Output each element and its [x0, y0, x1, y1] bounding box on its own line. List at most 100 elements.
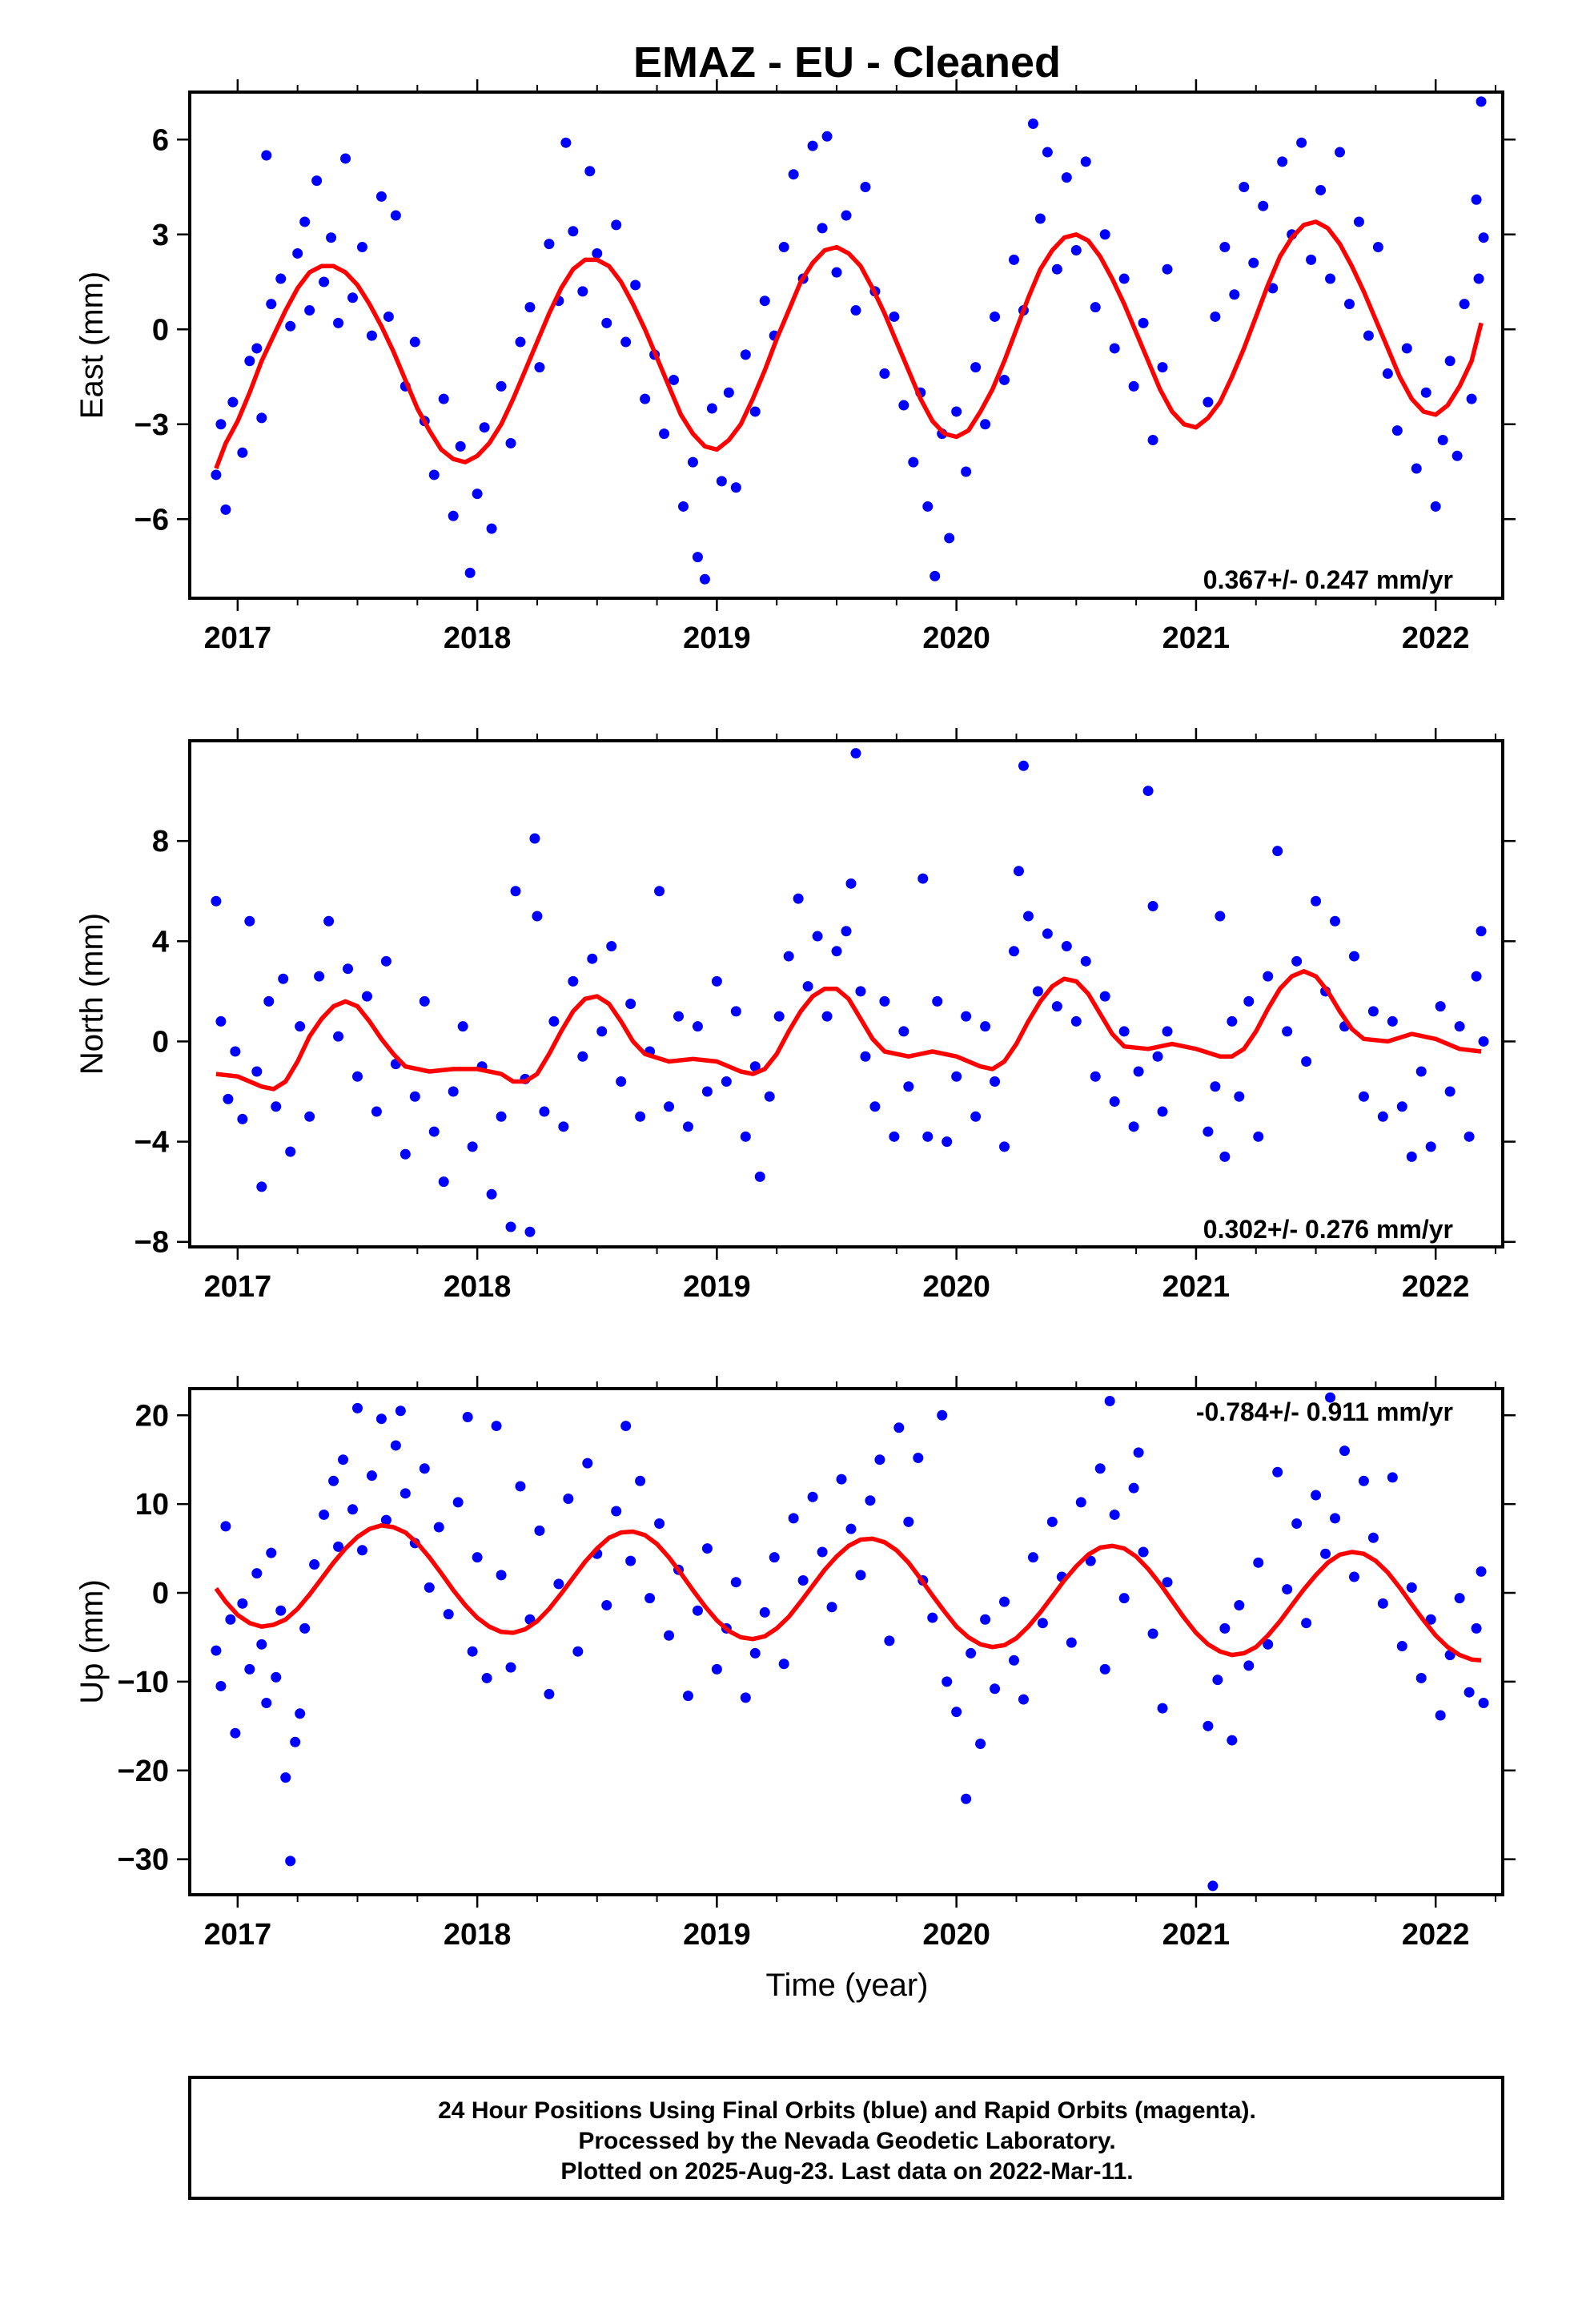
y-tick-label: −20	[118, 1755, 169, 1788]
data-point	[1363, 330, 1374, 341]
y-tick-label: −4	[135, 1126, 169, 1160]
data-point	[865, 1495, 876, 1506]
data-point	[515, 1481, 526, 1492]
x-tick-label: 2017	[204, 1918, 272, 1952]
y-tick-label: −30	[118, 1844, 169, 1877]
data-point	[347, 1504, 359, 1515]
data-point	[544, 239, 555, 250]
data-point	[1466, 393, 1477, 404]
data-point	[1099, 1663, 1110, 1675]
data-point	[1162, 263, 1173, 275]
data-point	[999, 1141, 1010, 1152]
data-point	[237, 1113, 248, 1124]
data-point	[1325, 273, 1336, 284]
data-point	[1263, 1638, 1274, 1650]
data-point	[409, 336, 420, 348]
data-point	[1090, 302, 1101, 313]
data-point	[1301, 1618, 1312, 1629]
data-point	[278, 973, 289, 984]
data-point	[687, 456, 698, 468]
data-point	[927, 1612, 938, 1623]
data-point	[961, 1793, 972, 1804]
data-point	[1406, 1151, 1417, 1162]
data-point	[225, 1614, 236, 1625]
data-point	[606, 941, 617, 952]
y-tick-label: −3	[135, 408, 169, 442]
data-point	[340, 153, 351, 164]
data-point	[1022, 911, 1034, 922]
fit-curve	[214, 1523, 1482, 1663]
data-point	[601, 1600, 612, 1611]
north-panel: 2017 2018 2019 2020 2021 2022 −8 −4 0 4 8 North (mm…	[74, 728, 1516, 1304]
data-point	[980, 1021, 991, 1032]
data-point	[285, 1146, 296, 1157]
data-point	[1219, 242, 1231, 253]
data-point	[1415, 1672, 1427, 1683]
x-tick-label: 2020	[922, 621, 990, 655]
data-point	[630, 279, 641, 291]
data-point	[424, 1582, 435, 1593]
data-point	[256, 1638, 267, 1650]
data-point	[1415, 1066, 1427, 1077]
data-point	[1037, 1618, 1048, 1629]
data-point	[841, 210, 852, 221]
data-point	[1358, 1091, 1369, 1102]
data-point	[1382, 368, 1393, 380]
data-point	[759, 1606, 770, 1618]
data-point	[664, 1630, 675, 1641]
data-point	[692, 1021, 703, 1032]
data-point	[211, 469, 222, 480]
data-point	[1476, 1566, 1487, 1577]
data-point	[1473, 273, 1484, 284]
rate-annotation: 0.302+/- 0.276 mm/yr	[1203, 1215, 1453, 1244]
data-point	[1032, 986, 1043, 997]
data-point	[841, 926, 852, 937]
data-point	[1444, 356, 1456, 367]
data-point	[611, 1506, 622, 1517]
data-point	[716, 476, 727, 487]
data-point	[850, 305, 861, 316]
data-point	[1452, 450, 1463, 461]
data-point	[366, 1470, 377, 1482]
data-point	[1162, 1577, 1173, 1588]
data-point	[1253, 1557, 1264, 1568]
data-point	[375, 191, 387, 202]
data-point	[821, 1011, 833, 1022]
data-point	[1430, 501, 1441, 512]
data-point	[913, 1452, 924, 1463]
fit-curve	[215, 969, 1482, 1092]
data-point	[999, 374, 1010, 385]
data-point	[1210, 311, 1221, 322]
data-point	[323, 915, 335, 927]
data-point	[211, 1645, 222, 1656]
data-point	[1435, 1001, 1446, 1012]
x-tick-label: 2018	[444, 1918, 512, 1952]
data-point	[266, 299, 277, 310]
data-point	[898, 1026, 909, 1037]
data-point	[701, 1543, 713, 1554]
data-point	[380, 955, 391, 967]
data-point	[879, 368, 890, 380]
data-point	[553, 1578, 564, 1590]
data-point	[1157, 1703, 1168, 1714]
data-point	[1118, 1593, 1130, 1604]
data-point	[1203, 1126, 1214, 1137]
data-point	[654, 1518, 665, 1530]
data-point	[295, 1708, 306, 1719]
data-point	[673, 1011, 685, 1022]
data-point	[620, 336, 632, 348]
data-point	[505, 437, 516, 448]
data-point	[788, 169, 799, 180]
data-point	[975, 1739, 986, 1750]
data-point	[479, 422, 490, 433]
data-point	[1334, 147, 1345, 158]
data-point	[1325, 1392, 1336, 1403]
data-point	[314, 971, 325, 982]
data-points	[211, 1392, 1489, 1892]
data-point	[1219, 1622, 1231, 1634]
data-point	[1301, 1055, 1312, 1067]
x-tick-label: 2017	[204, 1270, 272, 1304]
data-points	[211, 748, 1489, 1237]
data-point	[1391, 425, 1403, 436]
x-tick-label: 2022	[1402, 1270, 1470, 1304]
